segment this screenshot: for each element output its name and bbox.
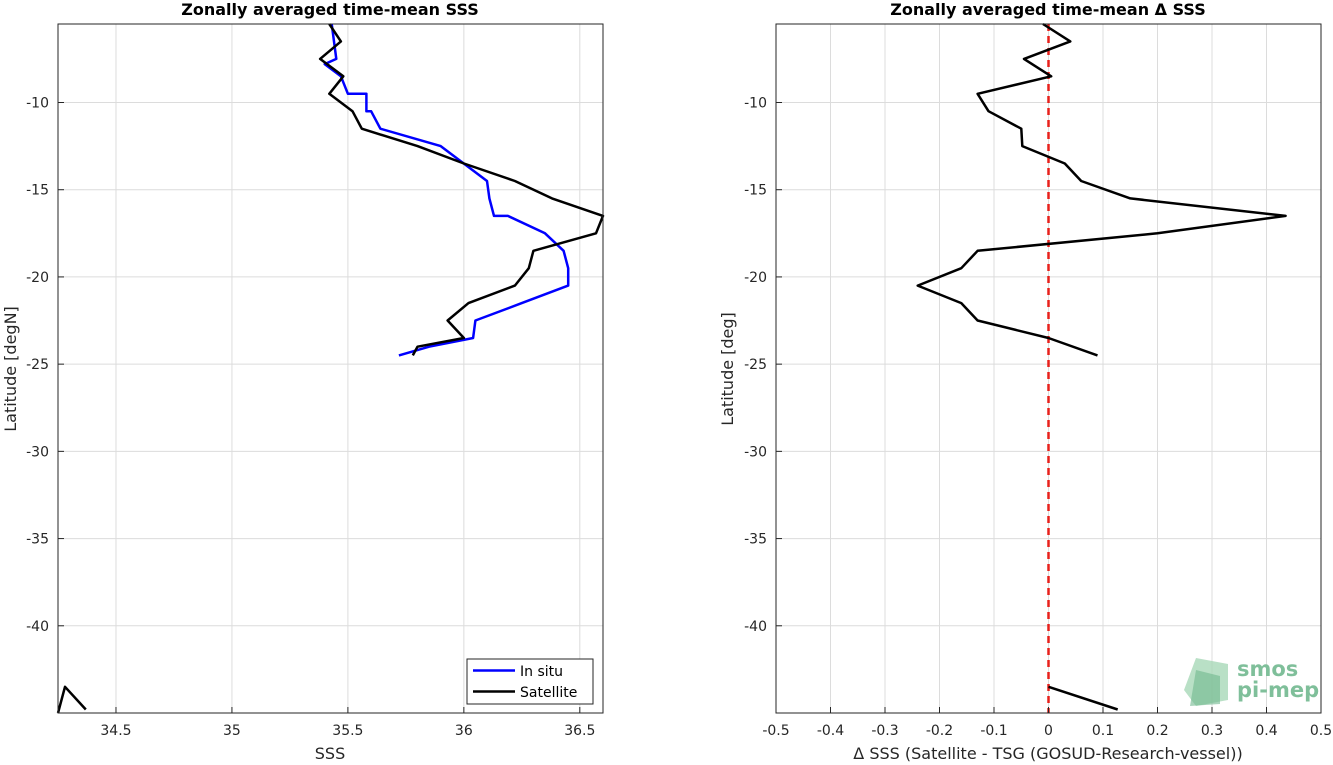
- right-ticks: -0.5 -0.4 -0.3 -0.2 -0.1 0 0.1 0.2 0.3 0.4 0.5 -10 -…: [744, 95, 1332, 739]
- y-tick-label: -40: [26, 619, 49, 635]
- right-xlabel: Δ SSS (Satellite - TSG (GOSUD-Research-v…: [853, 744, 1242, 763]
- legend-label-satellite: Satellite: [520, 685, 577, 701]
- smos-pi-mep-logo: smos pi-mep: [1184, 657, 1319, 706]
- y-tick-label: -40: [744, 619, 767, 635]
- left-ylabel: Latitude [degN]: [1, 306, 20, 432]
- y-tick-label: -10: [744, 95, 767, 111]
- x-tick-label: -0.3: [871, 723, 898, 739]
- series-line-0: [916, 22, 1287, 357]
- left-grid: [58, 24, 603, 713]
- series-segment-0: [1048, 685, 1119, 711]
- x-tick-label: 0.2: [1146, 723, 1168, 739]
- x-tick-label: 0: [1044, 723, 1053, 739]
- x-tick-label: -0.1: [980, 723, 1007, 739]
- series-line-1: [318, 23, 605, 356]
- series-segment-1: [56, 685, 87, 714]
- left-title: Zonally averaged time-mean SSS: [181, 0, 479, 19]
- x-tick-label: 0.5: [1310, 723, 1332, 739]
- y-tick-label: -20: [744, 270, 767, 286]
- x-tick-label: 0.1: [1092, 723, 1114, 739]
- x-tick-label: 35: [223, 723, 241, 739]
- right-series: [916, 22, 1287, 713]
- left-ticks: 34.5 35 35.5 36 36.5 -10 -15 -20 -25 -30 -35 -40: [26, 95, 595, 739]
- right-ylabel: Latitude [deg]: [718, 312, 737, 426]
- left-xlabel: SSS: [315, 744, 345, 763]
- y-tick-label: -25: [26, 357, 49, 373]
- x-tick-label: -0.4: [817, 723, 844, 739]
- x-tick-label: 35.5: [332, 723, 363, 739]
- y-tick-label: -15: [26, 183, 49, 199]
- y-tick-label: -25: [744, 357, 767, 373]
- right-panel: -0.5 -0.4 -0.3 -0.2 -0.1 0 0.1 0.2 0.3 0.4 0.5 -10 -…: [718, 0, 1332, 763]
- x-tick-label: -0.2: [926, 723, 953, 739]
- x-tick-label: 0.4: [1255, 723, 1277, 739]
- y-tick-label: -20: [26, 270, 49, 286]
- legend-label-in-situ: In situ: [520, 664, 563, 680]
- y-tick-label: -30: [744, 444, 767, 460]
- logo-text-pi-mep: pi-mep: [1237, 678, 1319, 702]
- series-line-0: [323, 23, 570, 357]
- logo-mark-shade: [1190, 670, 1220, 706]
- y-tick-label: -30: [26, 444, 49, 460]
- legend: In situ Satellite: [466, 658, 594, 705]
- y-tick-label: -15: [744, 183, 767, 199]
- y-tick-label: -35: [26, 532, 49, 548]
- left-series: [56, 23, 605, 714]
- y-tick-label: -35: [744, 532, 767, 548]
- x-tick-label: 34.5: [100, 723, 131, 739]
- left-panel: 34.5 35 35.5 36 36.5 -10 -15 -20 -25 -30 -35 -40 Zo…: [1, 0, 605, 763]
- x-tick-label: -0.5: [762, 723, 789, 739]
- left-axes-box: [57, 23, 604, 714]
- right-grid: [775, 24, 1322, 713]
- x-tick-label: 36.5: [564, 723, 595, 739]
- x-tick-label: 36: [455, 723, 473, 739]
- y-tick-label: -10: [26, 95, 49, 111]
- logo-text-smos: smos: [1237, 657, 1298, 681]
- right-title: Zonally averaged time-mean Δ SSS: [890, 0, 1206, 19]
- legend-box: [466, 658, 594, 705]
- x-tick-label: 0.3: [1201, 723, 1223, 739]
